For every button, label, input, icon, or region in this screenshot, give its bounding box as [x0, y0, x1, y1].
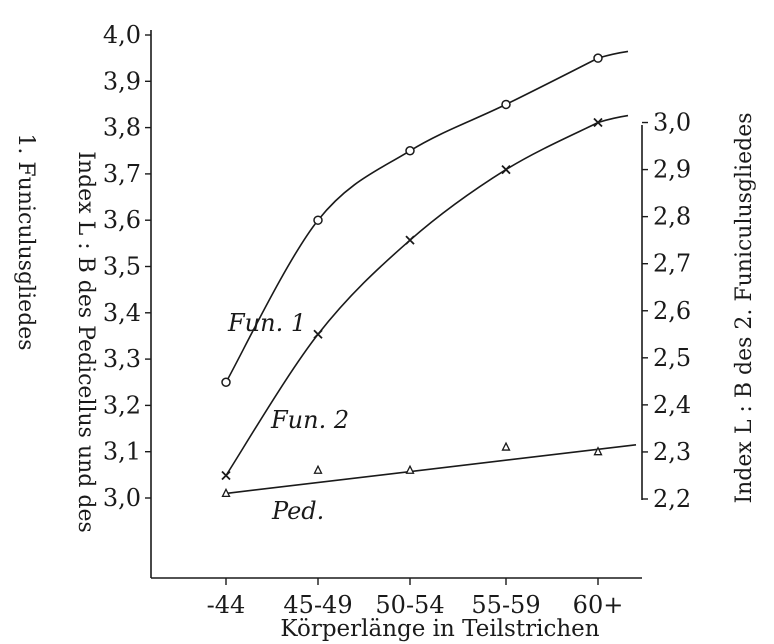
- x-axis-label: Körperlänge in Teilstrichen: [280, 616, 599, 642]
- data-point-fun-1: [221, 377, 231, 387]
- x-tick-label: -44: [207, 591, 246, 619]
- series-label-fun-2: Fun. 2: [270, 406, 349, 434]
- series-label-fun-1: Fun. 1: [227, 309, 306, 337]
- left-y-tick-label: 3,2: [103, 391, 141, 419]
- right-y-tick-label: 2,9: [653, 156, 691, 184]
- right-y-axis-ticks: 2,2 2,3 2,4 2,5 2,6 2,7 2,8 2,9 3,0: [642, 109, 691, 513]
- left-y-tick-label: 3,5: [103, 253, 141, 281]
- data-point-fun-2: [221, 470, 231, 481]
- series-markers: [221, 53, 603, 498]
- right-y-tick-label: 3,0: [653, 109, 691, 137]
- right-y-tick-label: 2,6: [653, 297, 691, 325]
- left-y-axis-ticks: 3,0 3,1 3,2 3,3 3,4 3,5 3,6 3,7 3,8 3,9 4,0: [103, 21, 151, 512]
- data-point-fun-1: [501, 99, 511, 110]
- x-tick-label: 60+: [573, 591, 624, 619]
- data-point-ped: [501, 441, 511, 451]
- left-y-tick-label: 3,9: [103, 67, 141, 95]
- right-y-tick-label: 2,3: [653, 438, 691, 466]
- left-y-tick-label: 3,0: [103, 484, 141, 512]
- left-y-tick-label: 3,4: [103, 299, 141, 327]
- data-point-fun-2: [313, 329, 323, 339]
- axes: [150, 30, 643, 579]
- right-y-tick-label: 2,4: [653, 391, 691, 419]
- x-axis-ticks: -44 45-49 50-54 55-59 60+: [207, 578, 624, 619]
- data-point-ped: [593, 446, 603, 456]
- left-y-axis-label-line-1: Index L : B des Pedicellus und des: [73, 151, 98, 533]
- data-point-ped: [405, 464, 415, 474]
- right-y-tick-label: 2,7: [653, 250, 691, 278]
- x-tick-label: 55-59: [471, 591, 540, 619]
- x-tick-label: 45-49: [283, 591, 352, 619]
- series-label-ped: Ped.: [271, 497, 324, 525]
- data-point-fun-2: [501, 164, 511, 175]
- data-point-fun-1: [405, 146, 415, 156]
- data-point-fun-2: [593, 117, 603, 128]
- data-point-fun-1: [313, 215, 323, 225]
- x-tick-label: 50-54: [375, 591, 444, 619]
- left-y-tick-label: 3,6: [103, 206, 141, 234]
- left-y-tick-label: 3,7: [103, 160, 141, 188]
- data-point-ped: [221, 487, 231, 498]
- right-y-axis-label: Index L : B des 2. Funiculusgliedes: [732, 112, 757, 503]
- series-line-ped: [225, 444, 637, 495]
- data-point-fun-1: [593, 53, 603, 63]
- left-y-tick-label: 4,0: [103, 21, 141, 49]
- right-y-tick-label: 2,8: [653, 203, 691, 231]
- right-y-tick-label: 2,2: [653, 485, 691, 513]
- data-point-fun-2: [405, 235, 415, 245]
- left-y-tick-label: 3,8: [103, 114, 141, 142]
- data-point-ped: [313, 464, 323, 474]
- left-y-tick-label: 3,1: [103, 438, 141, 466]
- left-y-tick-label: 3,3: [103, 345, 141, 373]
- left-y-axis-label-line-2: 1. Funiculusgliedes: [13, 133, 38, 350]
- right-y-tick-label: 2,5: [653, 344, 691, 372]
